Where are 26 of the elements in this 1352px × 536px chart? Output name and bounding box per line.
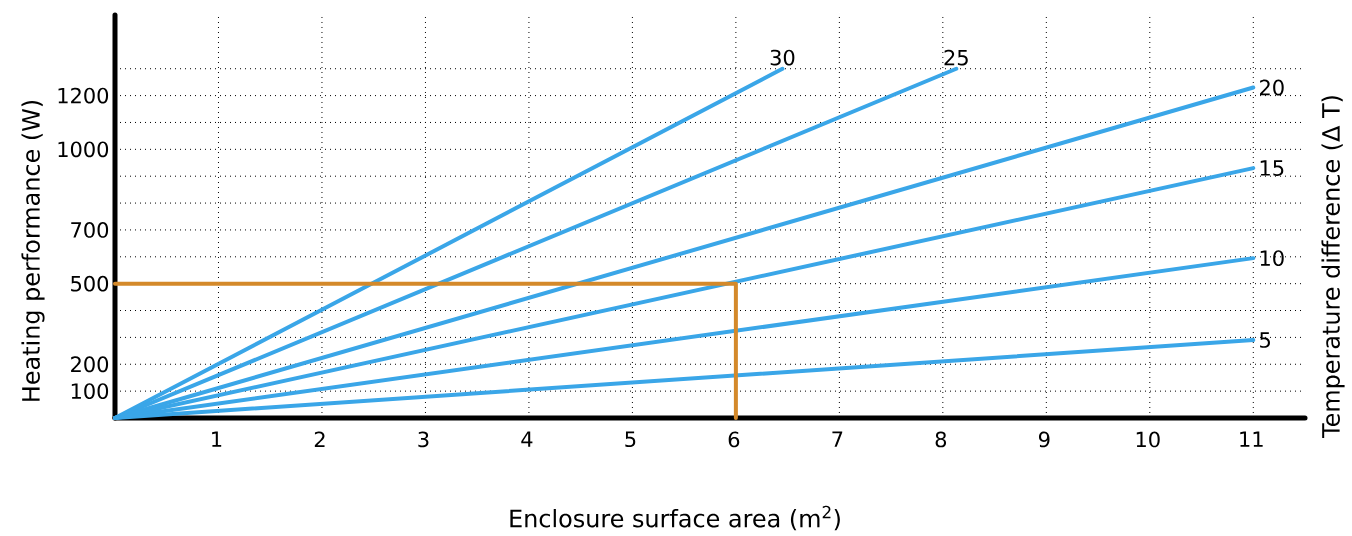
x-tick-label: 4 xyxy=(521,431,533,447)
x-tick-label: 9 xyxy=(1038,431,1050,448)
series-label: 10 xyxy=(1260,250,1284,267)
x-tick-label: 3 xyxy=(418,431,429,448)
x-tick-label: 6 xyxy=(728,431,740,448)
series-label: 5 xyxy=(1260,332,1270,348)
series-label: 20 xyxy=(1260,79,1284,96)
y-tick-label: 700 xyxy=(71,222,109,238)
x-axis-title: Enclosure surface area (m$^{2}$) xyxy=(510,505,840,531)
series-label: 30 xyxy=(770,49,795,66)
series-label: 25 xyxy=(944,49,968,66)
series-label: 15 xyxy=(1260,160,1284,176)
x-tick-label: 5 xyxy=(625,431,636,448)
x-tick-label: 8 xyxy=(935,431,947,448)
x-tick-label: 7 xyxy=(832,431,843,447)
y-tick-label: 1200 xyxy=(58,87,109,104)
x-tick-label: 1 xyxy=(212,431,222,447)
y-tick-label: 1000 xyxy=(58,141,109,158)
x-tick-label: 11 xyxy=(1240,431,1263,447)
legend-title: Temperature difference (Δ T) xyxy=(1321,96,1345,439)
x-tick-label: 2 xyxy=(314,431,325,448)
y-axis-title: Heating performance (W) xyxy=(21,100,45,401)
x-tick-label: 10 xyxy=(1136,431,1160,448)
y-tick-label: 500 xyxy=(71,275,109,292)
y-tick-label: 100 xyxy=(71,383,109,400)
y-tick-label: 200 xyxy=(71,356,109,373)
